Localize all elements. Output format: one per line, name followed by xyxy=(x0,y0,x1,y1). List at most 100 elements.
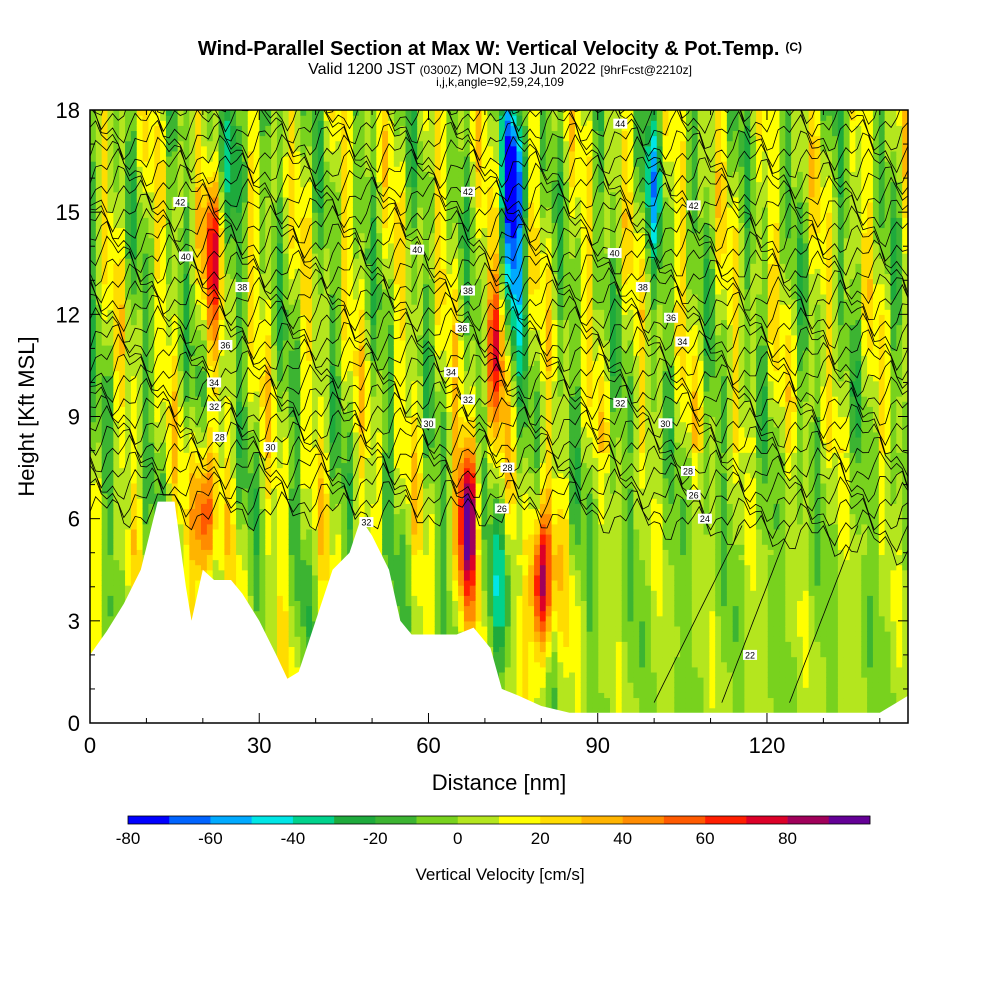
field-cell xyxy=(282,477,290,484)
field-cell xyxy=(253,161,261,167)
field-cell xyxy=(241,518,249,525)
field-cell xyxy=(113,452,120,458)
field-cell xyxy=(113,263,120,269)
field-cell xyxy=(136,253,144,259)
field-cell xyxy=(259,539,266,545)
field-cell xyxy=(218,365,225,372)
field-cell xyxy=(218,166,225,172)
field-cell xyxy=(95,605,103,612)
field-cell xyxy=(142,283,150,290)
field-cell xyxy=(183,508,190,515)
field-cell xyxy=(247,533,255,540)
field-cell xyxy=(271,539,278,545)
field-cell xyxy=(294,171,301,178)
field-cell xyxy=(136,232,144,239)
field-cell xyxy=(113,258,120,264)
field-cell xyxy=(130,482,138,489)
field-cell xyxy=(125,539,132,545)
field-cell xyxy=(177,370,185,377)
field-cell xyxy=(265,309,272,315)
field-cell xyxy=(107,493,114,499)
field-cell xyxy=(317,242,325,249)
field-cell xyxy=(90,140,97,147)
field-cell xyxy=(206,191,214,198)
field-cell xyxy=(294,615,301,622)
field-cell xyxy=(95,242,103,249)
field-cell xyxy=(212,493,220,499)
field-cell xyxy=(183,161,190,167)
field-cell xyxy=(154,334,161,341)
field-cell xyxy=(101,605,109,612)
field-cell xyxy=(282,421,290,428)
field-cell xyxy=(236,110,243,116)
field-cell xyxy=(323,574,331,581)
field-cell xyxy=(294,319,301,326)
field-cell xyxy=(300,636,307,642)
field-cell xyxy=(125,355,132,361)
field-cell xyxy=(125,457,132,464)
field-cell xyxy=(154,416,161,423)
field-cell xyxy=(276,365,284,372)
field-cell xyxy=(253,196,261,203)
field-cell xyxy=(206,150,214,157)
field-cell xyxy=(317,258,325,264)
field-cell xyxy=(101,207,109,213)
field-cell xyxy=(271,329,278,336)
field-cell xyxy=(294,513,301,520)
field-cell xyxy=(271,370,278,377)
field-cell xyxy=(119,416,126,423)
field-cell xyxy=(154,222,161,229)
field-cell xyxy=(224,130,231,137)
field-cell xyxy=(95,523,103,530)
field-cell xyxy=(253,533,261,540)
field-cell xyxy=(323,201,331,208)
field-cell xyxy=(241,309,249,315)
field-cell xyxy=(230,207,237,213)
field-cell xyxy=(241,457,249,464)
field-cell xyxy=(95,155,103,162)
field-cell xyxy=(294,120,301,126)
field-cell xyxy=(265,110,272,116)
field-cell xyxy=(101,467,109,474)
field-cell xyxy=(306,544,313,550)
field-cell xyxy=(259,590,266,596)
field-cell xyxy=(189,380,196,387)
field-cell xyxy=(177,365,185,372)
field-cell xyxy=(312,431,319,438)
field-cell xyxy=(206,344,214,351)
field-cell xyxy=(154,488,161,494)
field-cell xyxy=(300,181,307,188)
field-cell xyxy=(224,390,231,397)
field-cell xyxy=(189,569,196,576)
field-cell xyxy=(165,212,173,218)
field-cell xyxy=(113,329,120,336)
field-cell xyxy=(282,319,290,326)
field-cell xyxy=(218,416,225,423)
field-cell xyxy=(230,549,237,556)
field-cell xyxy=(119,273,126,280)
field-cell xyxy=(148,130,155,137)
field-cell xyxy=(317,217,325,223)
field-cell xyxy=(317,140,325,147)
field-cell xyxy=(171,258,179,264)
field-cell xyxy=(265,375,272,382)
field-cell xyxy=(136,273,144,280)
field-cell xyxy=(306,314,313,321)
field-cell xyxy=(154,380,161,387)
field-cell xyxy=(95,595,103,601)
field-cell xyxy=(201,477,208,484)
field-cell xyxy=(276,375,284,382)
field-cell xyxy=(101,488,109,494)
field-cell xyxy=(212,268,220,275)
field-cell xyxy=(312,288,319,295)
field-cell xyxy=(90,110,97,116)
field-cell xyxy=(189,196,196,203)
field-cell xyxy=(218,309,225,315)
field-cell xyxy=(288,528,296,535)
field-cell xyxy=(259,595,266,601)
field-cell xyxy=(247,569,255,576)
field-cell xyxy=(282,656,290,663)
field-cell xyxy=(90,166,97,172)
field-cell xyxy=(294,355,301,361)
